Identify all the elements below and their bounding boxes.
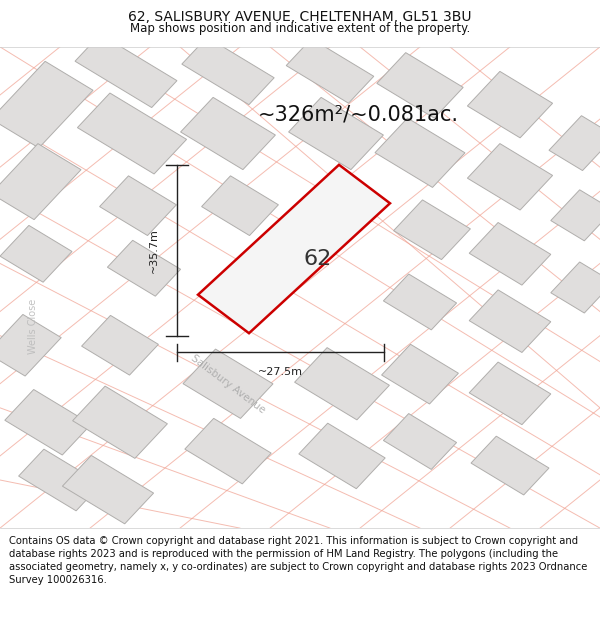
Polygon shape: [289, 98, 383, 169]
Polygon shape: [551, 262, 600, 313]
Text: Salisbury Avenue: Salisbury Avenue: [189, 352, 267, 415]
Polygon shape: [77, 93, 187, 174]
Polygon shape: [383, 274, 457, 330]
Polygon shape: [0, 226, 72, 282]
Polygon shape: [382, 344, 458, 404]
Polygon shape: [202, 176, 278, 236]
Polygon shape: [383, 414, 457, 469]
Polygon shape: [19, 449, 101, 511]
Text: ~326m²/~0.081ac.: ~326m²/~0.081ac.: [258, 104, 459, 124]
Text: 62, SALISBURY AVENUE, CHELTENHAM, GL51 3BU: 62, SALISBURY AVENUE, CHELTENHAM, GL51 3…: [128, 10, 472, 24]
Polygon shape: [467, 71, 553, 138]
Polygon shape: [469, 222, 551, 285]
Polygon shape: [100, 176, 176, 236]
Polygon shape: [471, 436, 549, 495]
Polygon shape: [82, 316, 158, 375]
Polygon shape: [551, 190, 600, 241]
Text: Map shows position and indicative extent of the property.: Map shows position and indicative extent…: [130, 22, 470, 35]
Polygon shape: [549, 116, 600, 171]
Polygon shape: [73, 386, 167, 458]
Text: ~35.7m: ~35.7m: [149, 228, 159, 272]
Polygon shape: [286, 39, 374, 103]
Polygon shape: [62, 456, 154, 524]
Polygon shape: [0, 314, 61, 376]
Text: ~27.5m: ~27.5m: [258, 367, 303, 377]
Polygon shape: [469, 362, 551, 424]
Polygon shape: [299, 423, 385, 489]
Polygon shape: [377, 52, 463, 118]
Polygon shape: [375, 118, 465, 188]
Text: 62: 62: [304, 249, 332, 269]
Polygon shape: [467, 144, 553, 210]
Polygon shape: [0, 61, 93, 148]
Polygon shape: [0, 144, 81, 219]
Polygon shape: [107, 241, 181, 296]
Polygon shape: [295, 348, 389, 420]
Polygon shape: [394, 200, 470, 259]
Polygon shape: [469, 290, 551, 352]
Text: Contains OS data © Crown copyright and database right 2021. This information is : Contains OS data © Crown copyright and d…: [9, 536, 587, 586]
Polygon shape: [181, 98, 275, 169]
Polygon shape: [182, 38, 274, 104]
Polygon shape: [185, 418, 271, 484]
Polygon shape: [198, 165, 390, 333]
Polygon shape: [183, 349, 273, 418]
Text: Wells Close: Wells Close: [28, 298, 38, 354]
Polygon shape: [75, 34, 177, 108]
Polygon shape: [5, 389, 91, 455]
